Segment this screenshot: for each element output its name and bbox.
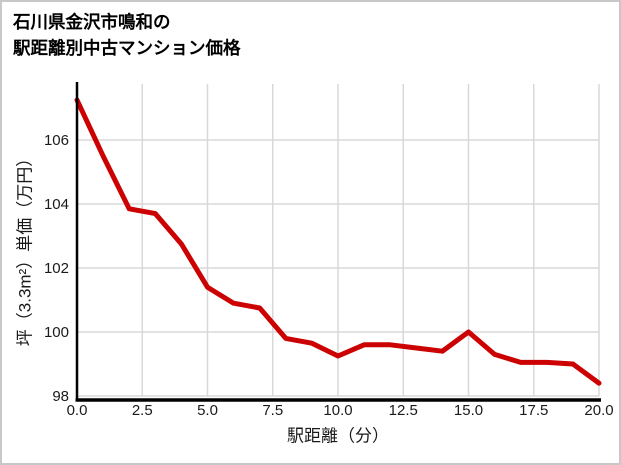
x-axis-label: 駅距離（分） — [287, 426, 389, 446]
x-tick-label: 17.5 — [519, 402, 548, 419]
price-line — [74, 97, 602, 386]
chart-title-line1: 石川県金沢市鳴和の — [13, 12, 171, 32]
chart-title-line2: 駅距離別中古マンション価格 — [13, 38, 241, 58]
y-axis-label: 坪（3.3m²）単価（万円） — [15, 149, 35, 347]
chart-title: 石川県金沢市鳴和の駅距離別中古マンション価格 — [13, 9, 241, 61]
x-tick-label: 10.0 — [323, 402, 352, 419]
x-tick-label: 0.0 — [67, 402, 88, 419]
x-tick-label: 2.5 — [132, 402, 153, 419]
y-tick-label: 102 — [44, 260, 69, 277]
x-tick-label: 7.5 — [262, 402, 283, 419]
y-tick-label: 106 — [44, 132, 69, 149]
y-tick-label: 100 — [44, 324, 69, 341]
y-tick-label: 98 — [52, 388, 69, 405]
x-tick-label: 20.0 — [584, 402, 613, 419]
x-tick-label: 5.0 — [197, 402, 218, 419]
x-tick-label: 12.5 — [389, 402, 418, 419]
x-tick-label: 15.0 — [454, 402, 483, 419]
y-tick-label: 104 — [44, 196, 69, 213]
